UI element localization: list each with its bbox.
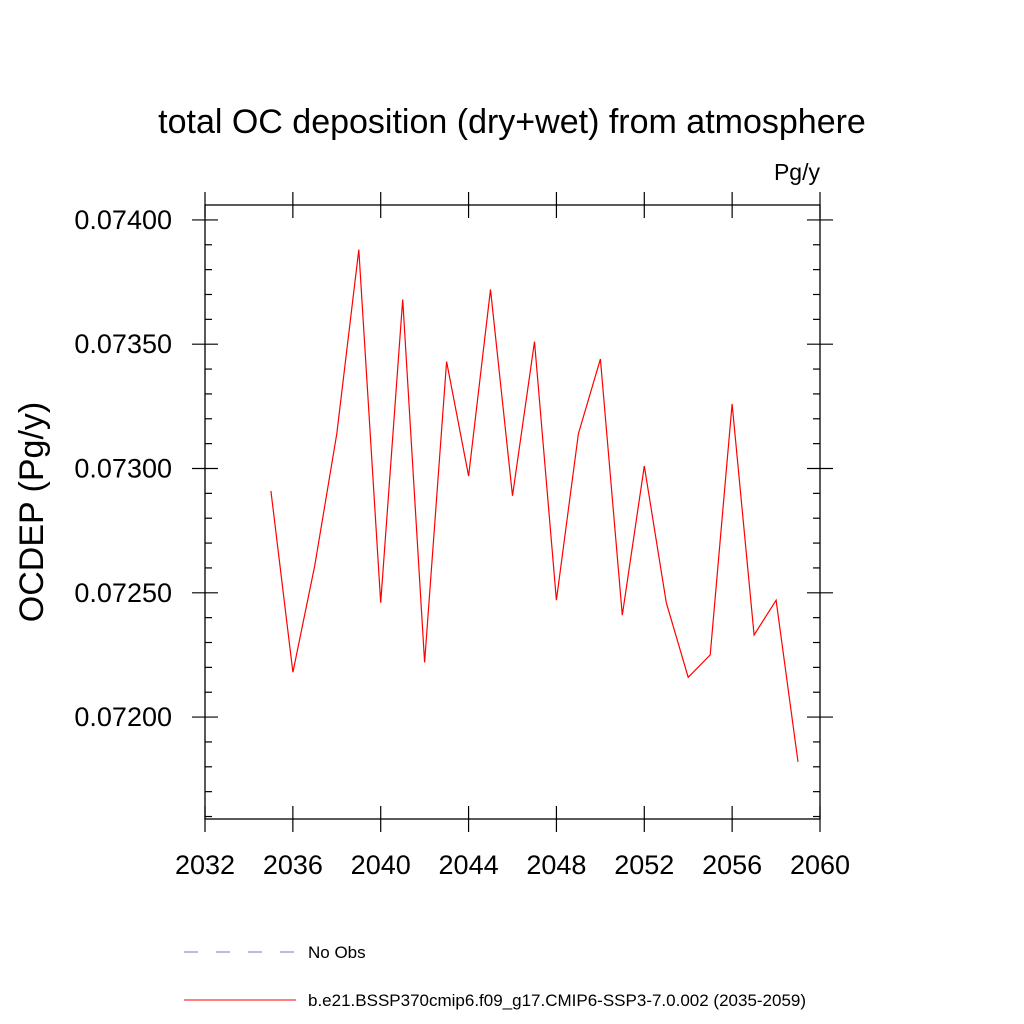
x-tick-label: 2052	[614, 850, 674, 880]
y-tick-label: 0.07200	[74, 702, 172, 732]
axis-ticks	[192, 192, 833, 832]
x-tick-label: 2056	[702, 850, 762, 880]
x-tick-label: 2060	[790, 850, 850, 880]
series-lines	[270, 249, 799, 762]
x-tick-label: 2044	[439, 850, 499, 880]
x-tick-label: 2032	[175, 850, 235, 880]
x-tick-label: 2036	[263, 850, 323, 880]
plot-frame	[204, 204, 821, 820]
chart-title: total OC deposition (dry+wet) from atmos…	[158, 103, 866, 141]
legend-label: No Obs	[308, 943, 366, 962]
y-tick-label: 0.07350	[74, 329, 172, 359]
units-label: Pg/y	[774, 159, 821, 185]
legend-label: b.e21.BSSP370cmip6.f09_g17.CMIP6-SSP3-7.…	[308, 991, 806, 1010]
series-line	[270, 249, 799, 762]
y-tick-label: 0.07300	[74, 453, 172, 483]
x-tick-label: 2040	[351, 850, 411, 880]
y-tick-label: 0.07250	[74, 578, 172, 608]
y-tick-label: 0.07400	[74, 205, 172, 235]
y-axis-label: OCDEP (Pg/y)	[13, 402, 51, 622]
x-tick-label: 2048	[526, 850, 586, 880]
tick-labels: 2032 2036 2040 2044 2048 2052 2056 2060 0.07200 0…	[74, 205, 850, 880]
legend: No Obs b.e21.BSSP370cmip6.f09_g17.CMIP6-S…	[184, 943, 806, 1010]
